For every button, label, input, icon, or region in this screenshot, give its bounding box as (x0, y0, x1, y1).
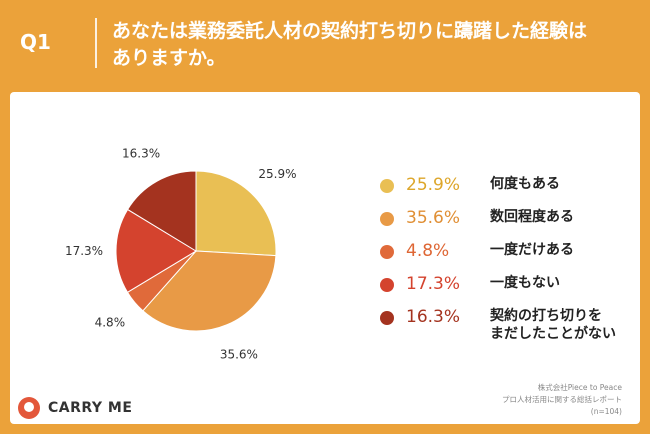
legend-item-4: 16.3% 契約の打ち切りを まだしたことがない (380, 307, 616, 343)
legend-item-2: 4.8% 一度だけある (380, 241, 574, 261)
pie-data-label-4: 16.3% (122, 146, 160, 160)
question-text: あなたは業務委託人材の契約打ち切りに躊躇した経験は ありますか。 (112, 18, 612, 72)
header-divider (95, 18, 97, 68)
source-report: プロ人材活用に関する総括レポート (502, 395, 622, 404)
pie-data-label-2: 4.8% (95, 316, 126, 330)
pie-data-label-3: 17.3% (65, 244, 103, 258)
pie-data-label-0: 25.9% (258, 167, 296, 181)
source-note: 株式会社Piece to Peace プロ人材活用に関する総括レポート (n=1… (382, 382, 622, 418)
pie-slice-4 (126, 170, 197, 252)
legend-swatch-2 (380, 245, 394, 259)
question-line-1: あなたは業務委託人材の契約打ち切りに躊躇した経験は (112, 20, 588, 42)
legend-percent-0: 25.9% (406, 175, 461, 195)
legend-percent-4: 16.3% (406, 307, 461, 327)
legend-swatch-1 (380, 212, 394, 226)
legend-swatch-3 (380, 278, 394, 292)
legend-item-0: 25.9% 何度もある (380, 175, 560, 195)
legend-item-3: 17.3% 一度もない (380, 274, 560, 294)
logo-icon (18, 397, 40, 419)
legend-label-0: 何度もある (490, 176, 560, 192)
legend-percent-2: 4.8% (406, 241, 450, 261)
pie-chart: 25.9% 35.6% 4.8% 17.3% 16.3% (65, 146, 297, 361)
question-number: Q1 (20, 30, 51, 54)
source-sample-size: (n=104) (590, 407, 622, 416)
legend-label-3: 一度もない (490, 275, 560, 291)
legend-percent-3: 17.3% (406, 274, 461, 294)
legend-percent-1: 35.6% (406, 208, 461, 228)
pie-slice-1 (142, 250, 277, 332)
carry-me-logo: CARRY ME (18, 397, 132, 419)
question-header: Q1 あなたは業務委託人材の契約打ち切りに躊躇した経験は ありますか。 (0, 0, 650, 88)
question-line-2: ありますか。 (112, 47, 226, 69)
logo-text: CARRY ME (48, 400, 133, 416)
pie-data-label-1: 35.6% (220, 347, 258, 361)
legend-label-1: 数回程度ある (490, 209, 574, 225)
legend-label-2: 一度だけある (490, 242, 574, 258)
pie-slice-0 (195, 170, 277, 257)
legend-swatch-4 (380, 311, 394, 325)
legend-swatch-0 (380, 179, 394, 193)
legend-item-1: 35.6% 数回程度ある (380, 208, 574, 228)
legend-label-4: 契約の打ち切りを まだしたことがない (490, 308, 616, 342)
chart-card: 25.9% 35.6% 4.8% 17.3% 16.3% 25.9% 何度もある 35.6%… (10, 92, 640, 424)
source-company: 株式会社Piece to Peace (537, 383, 622, 392)
pie-slice-3 (115, 208, 197, 293)
